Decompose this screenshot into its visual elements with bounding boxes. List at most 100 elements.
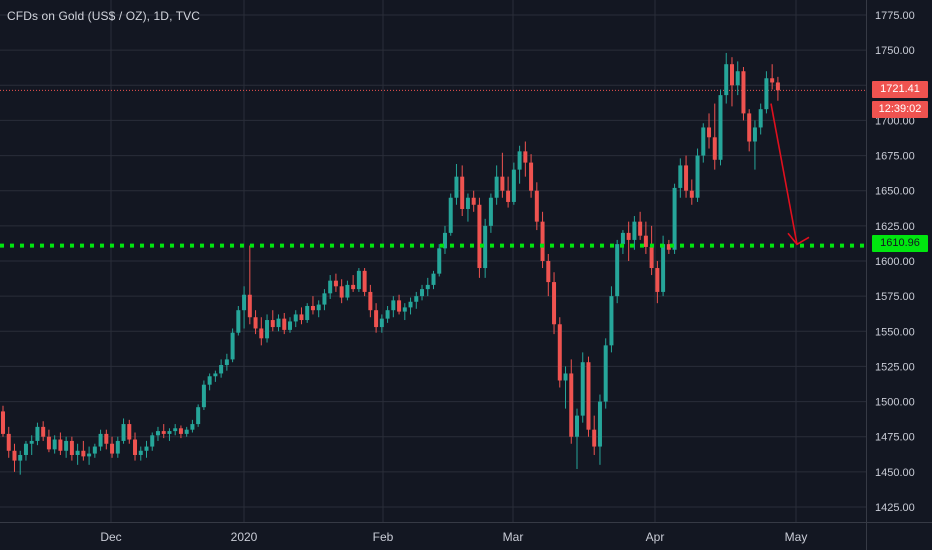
candle-down	[569, 373, 574, 437]
candle-up	[155, 431, 160, 436]
candle-down	[471, 197, 476, 205]
candle-up	[288, 321, 292, 330]
x-tick-label: 2020	[231, 530, 258, 544]
candle-up	[437, 248, 442, 274]
annotation-arrow-head	[787, 232, 810, 246]
y-tick-label: 1675.00	[875, 151, 915, 163]
y-tick-label: 1650.00	[875, 186, 915, 198]
candle-up	[242, 294, 247, 311]
candle-up	[121, 424, 126, 441]
x-tick-label: Apr	[646, 530, 665, 544]
candle-down	[729, 64, 734, 86]
candle-up	[75, 450, 80, 455]
candle-up	[609, 296, 614, 346]
candle-up	[322, 293, 327, 305]
candle-up	[224, 359, 229, 366]
candle-up	[201, 384, 206, 408]
candle-down	[684, 165, 689, 191]
annotation-arrow-shaft	[770, 103, 798, 245]
candle-down	[534, 190, 539, 222]
candle-down	[741, 71, 746, 114]
candle-up	[494, 176, 499, 198]
candle-up	[64, 440, 69, 451]
candle-up	[758, 109, 763, 128]
candle-down	[110, 443, 115, 454]
y-tick-label: 1500.00	[875, 397, 915, 409]
candle-up	[632, 221, 637, 240]
y-tick-label: 1775.00	[875, 10, 915, 22]
candle-down	[460, 176, 465, 209]
candle-up	[414, 296, 419, 302]
level-price-tag: 1610.96	[872, 235, 928, 252]
candle-down	[397, 300, 402, 312]
symbol-legend: CFDs on Gold (US$ / OZ), 1D, TVC	[7, 9, 201, 23]
candle-down	[351, 284, 356, 290]
candle-up	[230, 332, 235, 360]
candle-up	[735, 71, 740, 86]
candle-down	[770, 78, 775, 83]
candle-up	[465, 197, 470, 209]
candle-up	[98, 433, 103, 447]
candle-up	[483, 225, 488, 269]
candle-down	[46, 436, 51, 450]
candle-up	[695, 155, 700, 198]
candle-up	[764, 78, 769, 110]
candle-up	[488, 197, 493, 226]
candle-up	[18, 454, 23, 461]
candle-up	[575, 415, 579, 437]
candle-up	[517, 151, 522, 170]
candle-down	[557, 324, 562, 381]
candle-up	[563, 373, 568, 381]
candle-up	[615, 244, 620, 297]
candle-up	[603, 345, 608, 402]
x-tick-label: Feb	[373, 530, 394, 544]
candle-up	[661, 244, 666, 292]
candle-up	[425, 284, 430, 290]
candle-down	[666, 244, 671, 250]
candle-up	[511, 169, 516, 202]
candle-down	[58, 439, 63, 451]
candle-up	[236, 310, 241, 333]
candle-down	[552, 282, 557, 325]
y-tick-label: 1700.00	[875, 115, 915, 127]
candle-down	[529, 162, 534, 191]
y-tick-label: 1525.00	[875, 361, 915, 373]
candle-down	[253, 317, 258, 329]
candle-up	[173, 428, 178, 432]
candle-down	[506, 190, 511, 202]
candle-down	[500, 176, 505, 191]
candle-down	[707, 127, 712, 138]
candle-up	[276, 318, 281, 328]
candle-up	[87, 453, 92, 457]
candle-down	[133, 439, 138, 455]
candle-down	[41, 426, 46, 437]
last-price-tag: 1721.41	[872, 81, 928, 98]
candle-down	[592, 429, 597, 447]
candle-up	[35, 426, 40, 441]
candle-up	[144, 446, 149, 451]
candle-down	[12, 450, 17, 461]
candle-up	[420, 289, 425, 297]
candle-down	[368, 291, 373, 311]
candle-up	[408, 301, 413, 308]
candle-up	[115, 440, 120, 454]
candle-down	[689, 190, 694, 198]
candle-up	[752, 127, 757, 142]
candle-down	[477, 204, 482, 269]
candle-up	[190, 424, 195, 430]
candle-up	[580, 362, 585, 416]
candle-down	[712, 137, 717, 160]
candle-up	[379, 318, 384, 328]
candle-down	[259, 328, 264, 339]
candle-down	[247, 294, 252, 318]
candle-down	[299, 314, 304, 321]
candle-up	[92, 446, 97, 454]
candle-down	[649, 246, 654, 269]
candle-up	[305, 305, 310, 321]
y-tick-label: 1450.00	[875, 467, 915, 479]
candle-down	[747, 113, 752, 142]
candle-up	[454, 176, 459, 198]
candle-up	[385, 310, 390, 319]
